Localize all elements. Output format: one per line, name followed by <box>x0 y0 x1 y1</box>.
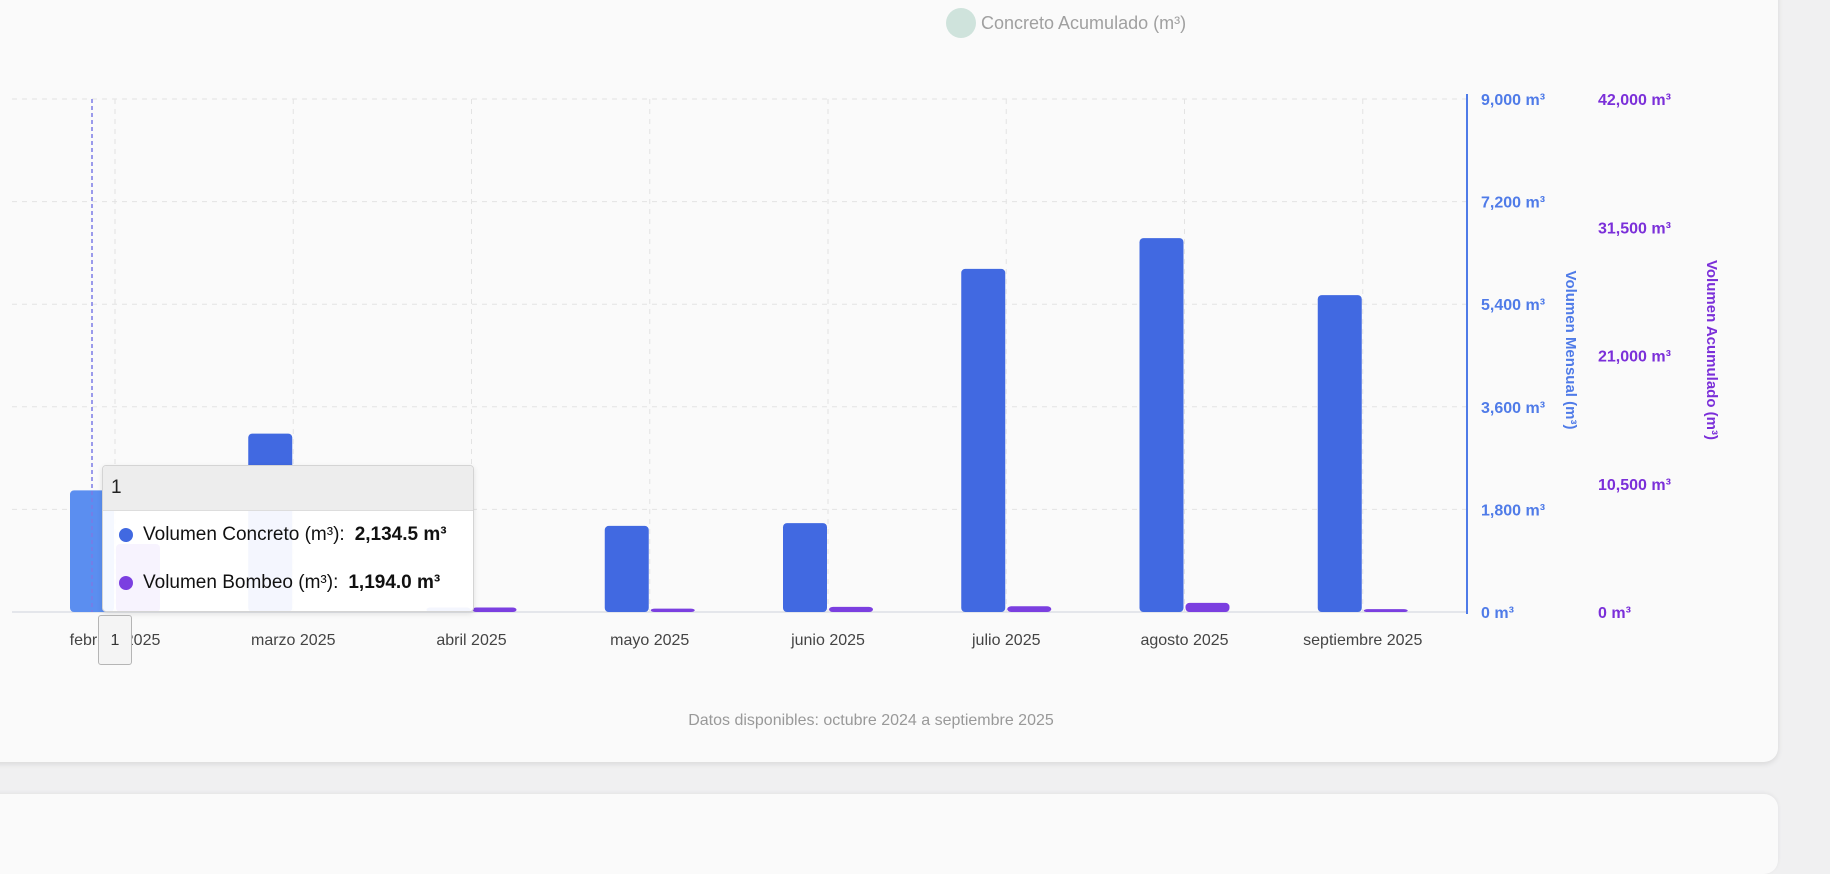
cursor-label: 1 <box>98 615 132 665</box>
series-dot-icon <box>119 528 133 542</box>
y-left-tick-label: 7,200 m³ <box>1481 195 1545 212</box>
x-tick-label: mayo 2025 <box>610 632 689 649</box>
bar-concreto <box>961 268 1006 612</box>
y-left-tick-label: 0 m³ <box>1481 605 1514 622</box>
tooltip-value: 1,194.0 m³ <box>348 572 441 593</box>
chart-card <box>0 0 1778 762</box>
y-left-tick-label: 1,800 m³ <box>1481 502 1545 519</box>
chart-tooltip: 1 Volumen Concreto (m³): 2,134.5 m³ Volu… <box>102 465 474 612</box>
bar-concreto <box>783 523 827 612</box>
bar-concreto <box>1139 238 1184 612</box>
x-tick-label: junio 2025 <box>790 632 865 649</box>
x-tick-label: julio 2025 <box>971 632 1041 649</box>
y-right-tick-label: 21,000 m³ <box>1598 349 1671 366</box>
tooltip-row-concreto: Volumen Concreto (m³): 2,134.5 m³ <box>103 511 473 559</box>
tooltip-label: Volumen Bombeo (m³): <box>143 572 339 593</box>
y-left-tick-label: 3,600 m³ <box>1481 400 1545 417</box>
bar-bombeo <box>1007 606 1052 612</box>
bar-concreto <box>604 525 649 612</box>
y-left-tick-label: 9,000 m³ <box>1481 92 1545 109</box>
bar-bombeo <box>1185 602 1230 612</box>
tooltip-header: 1 <box>103 466 473 511</box>
x-tick-label: septiembre 2025 <box>1303 632 1422 649</box>
x-tick-label: agosto 2025 <box>1140 632 1228 649</box>
bar-bombeo <box>650 608 695 612</box>
y-right-tick-label: 31,500 m³ <box>1598 220 1671 237</box>
y-right-tick-label: 10,500 m³ <box>1598 477 1671 494</box>
y-left-axis-title: Volumen Mensual (m³) <box>1562 271 1579 430</box>
y-right-tick-label: 42,000 m³ <box>1598 92 1671 109</box>
legend-label: Concreto Acumulado (m³) <box>981 13 1186 33</box>
y-left-tick-label: 5,400 m³ <box>1481 297 1545 314</box>
legend-swatch <box>946 8 976 38</box>
series-dot-icon <box>119 576 133 590</box>
bar-bombeo <box>829 606 873 612</box>
bar-chart: febrero 2025 marzo 2025 abril 2025 mayo 202… <box>12 8 1720 729</box>
tooltip-label: Volumen Concreto (m³): <box>143 524 345 545</box>
x-tick-label: abril 2025 <box>436 632 506 649</box>
y-right-axis-title: Volumen Acumulado (m³) <box>1703 260 1720 440</box>
chart-footnote: Datos disponibles: octubre 2024 a septie… <box>688 712 1054 729</box>
bar-bombeo <box>1363 609 1408 612</box>
x-tick-label: marzo 2025 <box>251 632 336 649</box>
y-right-tick-label: 0 m³ <box>1598 605 1631 622</box>
bar-concreto <box>1317 295 1362 612</box>
tooltip-row-bombeo: Volumen Bombeo (m³): 1,194.0 m³ <box>103 559 473 607</box>
bar-bombeo <box>472 607 517 612</box>
tooltip-value: 2,134.5 m³ <box>354 524 447 545</box>
